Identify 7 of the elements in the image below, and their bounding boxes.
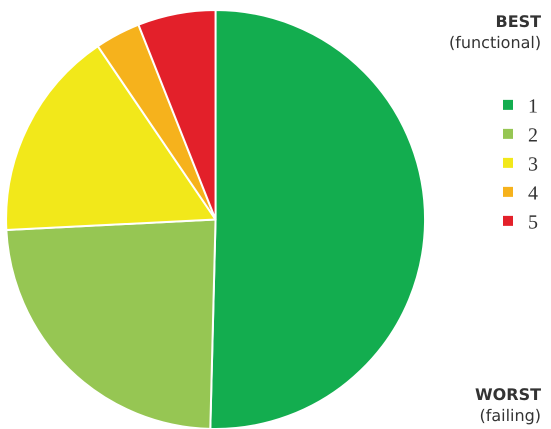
legend-label: 1 (528, 96, 538, 118)
legend-label: 2 (528, 124, 538, 147)
legend-label: 3 (528, 154, 538, 176)
legend-label: 4 (528, 182, 538, 205)
legend-title: BEST (functional) (449, 12, 542, 52)
legend-label: 5 (528, 212, 538, 234)
text: WORST (failing) (475, 385, 542, 425)
